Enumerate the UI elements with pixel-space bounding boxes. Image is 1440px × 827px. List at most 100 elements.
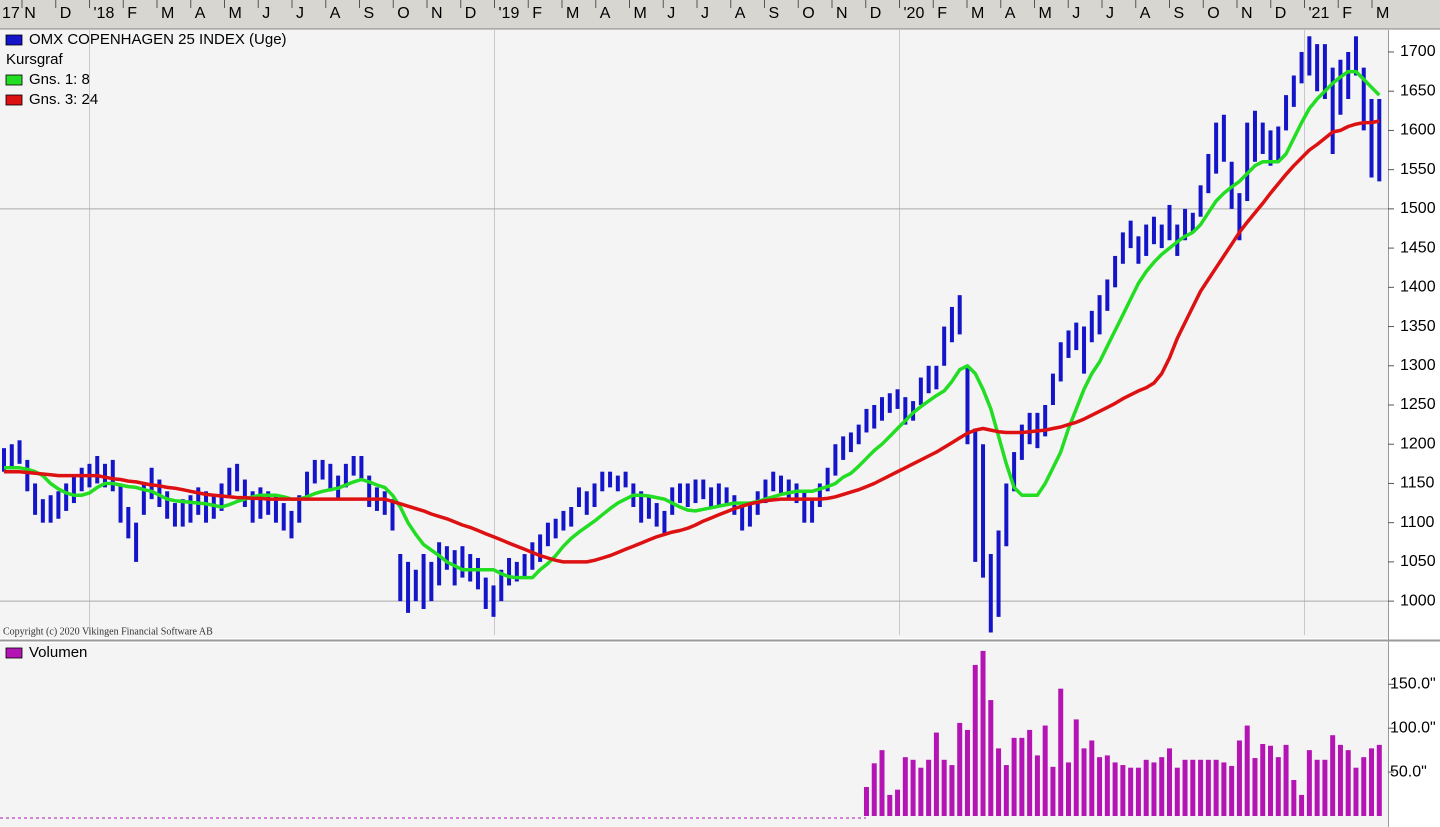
volume-bar xyxy=(1198,759,1204,816)
month-label: F xyxy=(532,5,542,22)
volume-bar xyxy=(964,729,970,816)
volume-bar xyxy=(1306,750,1312,816)
legend-subtitle: Kursgraf xyxy=(6,51,64,68)
volume-bar xyxy=(1376,744,1382,816)
month-label: N xyxy=(1241,5,1253,22)
month-label: S xyxy=(1174,5,1185,22)
y-tick-label: 1650 xyxy=(1400,82,1436,99)
price-plot-area xyxy=(0,30,1388,638)
volume-bar xyxy=(1252,758,1258,816)
volume-bar xyxy=(1097,757,1103,816)
y-tick-label: 100.0" xyxy=(1390,719,1436,736)
volume-bar xyxy=(949,765,955,816)
month-label: J xyxy=(262,5,270,22)
month-label: M xyxy=(161,5,174,22)
month-label: S xyxy=(769,5,780,22)
text-layer: Copyright (c) 2020 Vikingen Financial So… xyxy=(2,0,1436,780)
time-axis-band xyxy=(0,0,1440,29)
y-tick-label: 150.0" xyxy=(1390,675,1436,692)
legend-label: Gns. 1: 8 xyxy=(29,71,90,88)
month-label: M xyxy=(1376,5,1389,22)
volume-bar xyxy=(1353,767,1359,816)
volume-bar xyxy=(1213,759,1219,816)
volume-bar xyxy=(902,757,908,816)
month-label: A xyxy=(330,5,341,22)
month-label: F xyxy=(1342,5,1352,22)
volume-bar xyxy=(1159,757,1165,816)
volume-bar xyxy=(1104,755,1110,816)
y-tick-label: 1050 xyxy=(1400,553,1436,570)
month-label: '18 xyxy=(94,5,115,22)
month-label: A xyxy=(600,5,611,22)
volume-bar xyxy=(972,664,978,816)
volume-bar xyxy=(957,722,963,816)
volume-bar xyxy=(996,748,1002,816)
volume-bar xyxy=(1011,737,1017,816)
y-tick-label: 1450 xyxy=(1400,239,1436,256)
volume-bar xyxy=(1268,745,1274,816)
month-label: J xyxy=(701,5,709,22)
volume-bar xyxy=(1275,757,1281,816)
volume-bar xyxy=(1369,748,1375,816)
y-tick-label: 1000 xyxy=(1400,592,1436,609)
volume-plot-area xyxy=(0,643,1388,827)
volume-bar xyxy=(1167,748,1172,816)
month-label: N xyxy=(431,5,443,22)
volume-bar xyxy=(879,750,885,816)
volume-bar xyxy=(1229,765,1235,816)
y-tick-label: 50.0" xyxy=(1390,763,1427,780)
month-label: M xyxy=(229,5,242,22)
volume-bar xyxy=(1027,729,1033,816)
volume-bar xyxy=(1260,743,1266,816)
legend-label: Gns. 3: 24 xyxy=(29,91,98,108)
month-label: N xyxy=(836,5,848,22)
month-label: A xyxy=(195,5,206,22)
month-label: S xyxy=(364,5,375,22)
month-label: M xyxy=(971,5,984,22)
volume-bar xyxy=(1314,759,1320,816)
volume-bar xyxy=(1120,765,1126,816)
marks-layer xyxy=(2,36,1382,816)
y-tick-label: 1300 xyxy=(1400,357,1436,374)
month-label: J xyxy=(667,5,675,22)
volume-bar xyxy=(1337,744,1343,816)
month-label: 17 N xyxy=(2,5,36,22)
volume-bar xyxy=(1003,765,1009,816)
volume-bar xyxy=(918,767,924,816)
volume-bar xyxy=(1050,766,1056,816)
volume-bar xyxy=(1205,759,1211,816)
y-tick-label: 1150 xyxy=(1400,475,1435,492)
volume-bar xyxy=(1073,719,1079,816)
month-label: D xyxy=(1275,5,1287,22)
volume-bar xyxy=(1330,735,1336,816)
moving-average-line xyxy=(4,69,1381,580)
legend-swatch xyxy=(5,94,23,106)
volume-bar xyxy=(1058,688,1064,816)
volume-bar xyxy=(871,763,877,816)
volume-bar xyxy=(1019,737,1025,816)
volume-bar xyxy=(926,759,932,816)
volume-bar xyxy=(988,700,994,816)
volume-bar xyxy=(1291,779,1297,816)
volume-bar xyxy=(1042,725,1048,816)
volume-bar xyxy=(1322,759,1328,816)
volume-bar xyxy=(1182,759,1188,816)
volume-bar xyxy=(1081,748,1087,816)
legend-swatch xyxy=(5,647,23,659)
volume-bar xyxy=(1034,755,1040,816)
y-tick-label: 1200 xyxy=(1400,435,1436,452)
legend-swatch xyxy=(5,74,23,86)
y-tick-label: 1100 xyxy=(1400,514,1435,531)
volume-bar xyxy=(1065,762,1071,816)
y-tick-label: 1600 xyxy=(1400,122,1436,139)
volume-bar xyxy=(1089,740,1095,816)
volume-bar xyxy=(1190,759,1196,816)
grid-layer xyxy=(0,30,1388,635)
volume-bar xyxy=(1128,767,1134,816)
volume-bar xyxy=(980,650,986,816)
volume-bar xyxy=(1299,794,1305,816)
volume-bar xyxy=(1236,740,1242,816)
y-tick-label: 1250 xyxy=(1400,396,1436,413)
month-label: O xyxy=(802,5,814,22)
